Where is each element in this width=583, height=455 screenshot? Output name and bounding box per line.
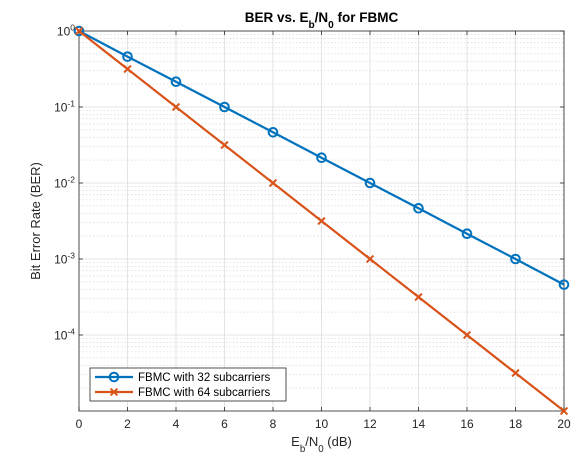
data-point-circle xyxy=(461,228,473,240)
data-point-x xyxy=(414,292,423,302)
data-point-circle xyxy=(510,253,521,265)
y-axis-label: Bit Error Rate (BER) xyxy=(28,162,43,280)
x-tick-label: 20 xyxy=(557,417,571,431)
x-tick-label: 6 xyxy=(221,417,228,431)
data-point-x xyxy=(268,178,278,188)
data-point-circle xyxy=(413,202,424,214)
subscript: b xyxy=(308,20,314,31)
y-tick-exponent: -4 xyxy=(67,327,75,337)
data-point-circle xyxy=(73,25,85,37)
x-tick-label: 8 xyxy=(270,417,277,431)
legend-item: FBMC with 64 subcarriers xyxy=(95,387,271,399)
axis-ticks xyxy=(78,30,565,411)
data-point-circle xyxy=(219,101,230,113)
data-point-circle xyxy=(316,152,327,164)
x-tick-label: 4 xyxy=(173,417,180,431)
y-tick-base: 10 xyxy=(54,253,68,267)
y-tick-base: 10 xyxy=(57,25,71,39)
y-tick-exponent: -1 xyxy=(67,99,75,109)
y-tick-exponent: -3 xyxy=(67,251,75,261)
data-point-x xyxy=(511,368,520,378)
y-tick-base: 10 xyxy=(54,177,68,191)
data-point-circle xyxy=(558,279,570,290)
text-part: E xyxy=(291,434,300,449)
data-point-x xyxy=(171,102,181,112)
x-tick-label: 16 xyxy=(460,417,474,431)
data-point-x xyxy=(317,216,326,226)
chart-title: BER vs. Eb/N0 for FBMC xyxy=(245,10,399,31)
subscript: 0 xyxy=(318,444,324,455)
text-part: for FBMC xyxy=(334,10,399,25)
y-tick-exponent: 0 xyxy=(70,23,75,33)
x-tick-label: 14 xyxy=(412,417,426,431)
data-point-circle xyxy=(170,76,182,88)
legend: FBMC with 32 subcarriers FBMC with 64 sub… xyxy=(89,367,287,402)
data-point-x xyxy=(365,254,375,264)
data-point-x xyxy=(559,406,569,416)
x-axis-label: Eb/N0 (dB) xyxy=(291,434,352,455)
series-layer xyxy=(73,25,570,416)
data-point-x xyxy=(462,330,472,340)
legend-label: FBMC with 32 subcarriers xyxy=(138,372,271,384)
x-tick-label: 10 xyxy=(315,417,329,431)
series-1 xyxy=(73,25,570,290)
x-tick-label: 18 xyxy=(509,417,523,431)
legend-label: FBMC with 64 subcarriers xyxy=(138,387,271,399)
data-point-circle xyxy=(122,51,133,62)
subscript: b xyxy=(300,444,306,455)
y-tick-label: 10-2 xyxy=(54,175,75,191)
y-tick-base: 10 xyxy=(54,329,68,343)
y-tick-label: 100 xyxy=(57,23,75,39)
legend-item: FBMC with 32 subcarriers xyxy=(95,371,271,384)
y-tick-label: 10-4 xyxy=(54,327,75,343)
text-part: (dB) xyxy=(324,434,352,449)
series-2 xyxy=(74,26,569,416)
text-part: BER vs. E xyxy=(245,10,309,25)
y-tick-base: 10 xyxy=(54,101,68,115)
data-point-x xyxy=(123,64,132,74)
data-point-x xyxy=(74,26,84,36)
data-point-circle xyxy=(267,126,279,138)
x-tick-labels: 0 2 4 6 8 10 12 14 16 18 20 xyxy=(76,417,571,431)
subscript: 0 xyxy=(328,20,334,31)
x-tick-label: 0 xyxy=(76,417,83,431)
data-point-x xyxy=(220,140,229,150)
y-tick-label: 10-3 xyxy=(54,251,75,267)
x-tick-label: 12 xyxy=(363,417,377,431)
legend-swatch-marker xyxy=(109,387,119,397)
data-point-circle xyxy=(364,177,376,189)
series-line xyxy=(78,30,565,286)
y-tick-exponent: -2 xyxy=(67,175,75,185)
text-part: /N xyxy=(305,434,318,449)
text-part: /N xyxy=(315,10,329,25)
legend-swatch-marker xyxy=(108,371,120,383)
x-tick-label: 2 xyxy=(124,417,131,431)
legend-box xyxy=(89,367,287,402)
y-tick-label: 10-1 xyxy=(54,99,75,115)
